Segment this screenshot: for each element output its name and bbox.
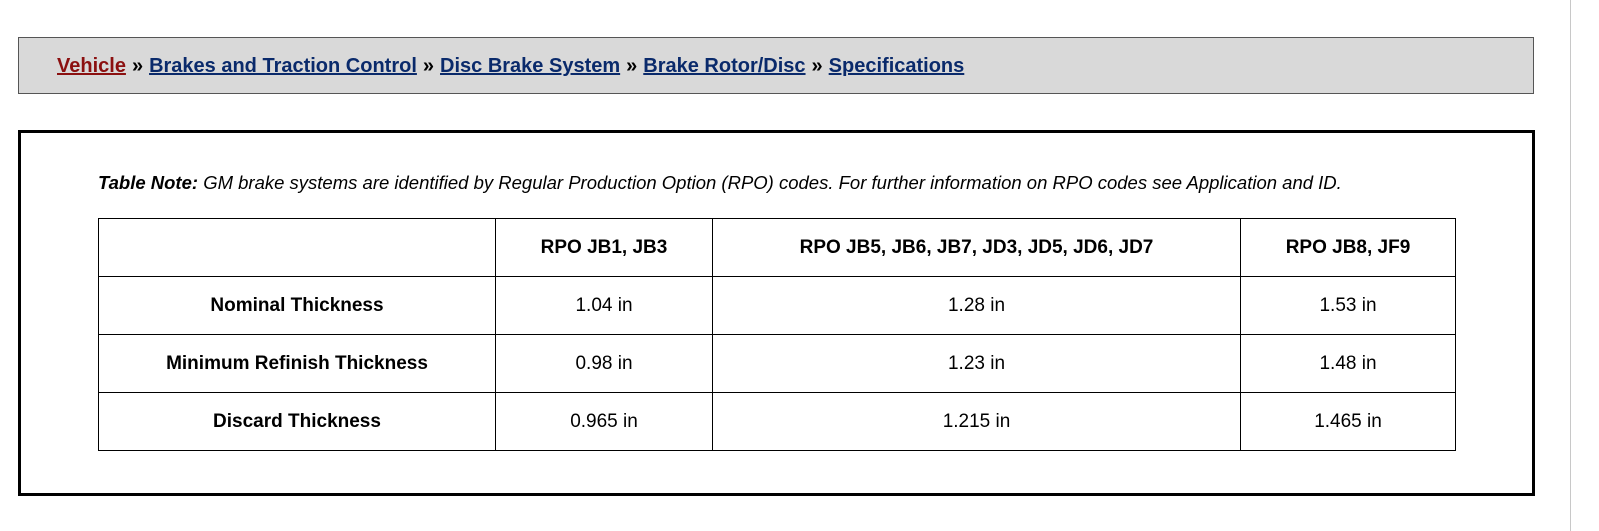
row-label-nominal-thickness: Nominal Thickness — [98, 276, 496, 335]
table-note-label: Table Note: — [98, 172, 199, 193]
table-cell: 1.53 in — [1240, 276, 1456, 335]
breadcrumb-separator: » — [811, 55, 823, 77]
table-cell: 1.215 in — [712, 392, 1241, 451]
breadcrumb-link-specifications[interactable]: Specifications — [828, 55, 965, 77]
column-header-rpo-jb8-jf9: RPO JB8, JF9 — [1240, 218, 1456, 277]
table-row: Discard Thickness 0.965 in 1.215 in 1.46… — [98, 392, 1456, 451]
table-cell: 0.98 in — [495, 334, 713, 393]
table-cell: 1.04 in — [495, 276, 713, 335]
window-scrollbar[interactable] — [1570, 0, 1599, 531]
table-row: Minimum Refinish Thickness 0.98 in 1.23 … — [98, 334, 1456, 393]
breadcrumb-link-disc-brake-system[interactable]: Disc Brake System — [440, 55, 621, 77]
clipped-text-above — [150, 0, 1110, 2]
breadcrumb: Vehicle» Brakes and Traction Control» Disc… — [57, 55, 964, 78]
row-label-discard-thickness: Discard Thickness — [98, 392, 496, 451]
rotor-specifications-table: RPO JB1, JB3 RPO JB5, JB6, JB7, JD3, JD5… — [98, 218, 1456, 451]
breadcrumb-link-brake-rotor-disc[interactable]: Brake Rotor/Disc — [643, 55, 806, 77]
table-header-row: RPO JB1, JB3 RPO JB5, JB6, JB7, JD3, JD5… — [98, 218, 1456, 277]
breadcrumb-link-brakes-and-traction-control[interactable]: Brakes and Traction Control — [149, 55, 417, 77]
column-header-blank — [98, 218, 496, 277]
column-header-rpo-jb1-jb3: RPO JB1, JB3 — [495, 218, 713, 277]
table-cell: 0.965 in — [495, 392, 713, 451]
breadcrumb-separator: » — [626, 55, 638, 77]
specification-panel: Table Note: GM brake systems are identif… — [18, 130, 1535, 496]
breadcrumb-bar: Vehicle» Brakes and Traction Control» Disc… — [18, 37, 1534, 94]
table-note: Table Note: GM brake systems are identif… — [98, 171, 1448, 195]
table-cell: 1.465 in — [1240, 392, 1456, 451]
breadcrumb-link-vehicle[interactable]: Vehicle — [57, 55, 126, 77]
breadcrumb-separator: » — [131, 55, 144, 77]
table-cell: 1.48 in — [1240, 334, 1456, 393]
table-row: Nominal Thickness 1.04 in 1.28 in 1.53 i… — [98, 276, 1456, 335]
table-cell: 1.28 in — [712, 276, 1241, 335]
row-label-minimum-refinish-thickness: Minimum Refinish Thickness — [98, 334, 496, 393]
breadcrumb-separator: » — [422, 55, 435, 77]
table-note-text: GM brake systems are identified by Regul… — [203, 172, 1342, 193]
table-cell: 1.23 in — [712, 334, 1241, 393]
column-header-rpo-jb5-jd7: RPO JB5, JB6, JB7, JD3, JD5, JD6, JD7 — [712, 218, 1241, 277]
